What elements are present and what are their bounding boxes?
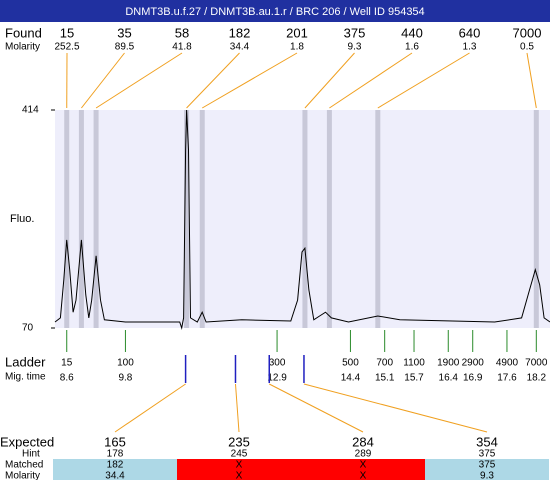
- found-label: Found: [5, 25, 42, 40]
- found-size: 58: [175, 25, 189, 40]
- peak-connector: [81, 52, 125, 109]
- expected-size: 284: [352, 434, 374, 449]
- expected-connector: [234, 383, 240, 433]
- peak-connector: [526, 52, 537, 109]
- found-size: 15: [60, 25, 74, 40]
- matched: X: [360, 460, 367, 471]
- ladder-time: 15.7: [404, 373, 424, 384]
- peak-connector: [304, 52, 355, 109]
- title-bar: [0, 0, 550, 22]
- found-molarity: 1.6: [405, 42, 419, 53]
- peak-band: [93, 110, 99, 328]
- ladder-size: 2900: [462, 358, 485, 369]
- ladder-size: 4900: [496, 358, 519, 369]
- ladder-time: 15.1: [375, 373, 395, 384]
- ladder-size: 7000: [525, 358, 548, 369]
- peak-connector: [95, 52, 183, 109]
- trace: [54, 109, 550, 330]
- ladder-time: 17.6: [497, 373, 517, 384]
- matched: X: [236, 460, 243, 471]
- matched-label: Matched: [5, 460, 43, 471]
- hint: 375: [479, 449, 496, 460]
- y-tick-label: 414: [22, 105, 39, 116]
- expected-size: 354: [476, 434, 498, 449]
- ladder-time: 16.9: [463, 373, 483, 384]
- found-size: 7000: [513, 25, 542, 40]
- hint: 245: [231, 449, 248, 460]
- peak-connector: [377, 52, 470, 109]
- ladder-time: 8.6: [60, 373, 74, 384]
- expected-size: 165: [104, 434, 126, 449]
- expected-connector: [114, 383, 186, 433]
- y-tick-label: 70: [22, 323, 34, 334]
- peak-band: [78, 110, 84, 328]
- expected-label: Expected: [0, 434, 54, 449]
- matched-molarity: 34.4: [105, 471, 125, 480]
- matched: 375: [479, 460, 496, 471]
- ladder-size: 500: [342, 358, 359, 369]
- y-label: Fluo.: [10, 213, 34, 225]
- found-molarity: 0.5: [520, 42, 534, 53]
- ladder-time: 14.4: [341, 373, 361, 384]
- matched: 182: [107, 460, 124, 471]
- molarity-label: Molarity: [5, 42, 40, 53]
- hint: 178: [107, 449, 124, 460]
- title: DNMT3B.u.f.27 / DNMT3B.au.1.r / BRC 206 …: [125, 6, 424, 18]
- matched-molarity: X: [360, 471, 367, 480]
- match-cell: [301, 459, 425, 480]
- found-size: 375: [344, 25, 366, 40]
- mig-time-label: Mig. time: [5, 372, 46, 383]
- peak-band: [533, 110, 539, 328]
- peak-band: [184, 110, 190, 328]
- found-molarity: 1.3: [463, 42, 477, 53]
- found-molarity: 252.5: [54, 42, 79, 53]
- ladder-time: 12.9: [267, 373, 287, 384]
- found-molarity: 9.3: [348, 42, 362, 53]
- match-cell: [425, 459, 549, 480]
- match-cell: [177, 459, 301, 480]
- ladder-label: Ladder: [5, 354, 46, 369]
- ladder-size: 1900: [437, 358, 460, 369]
- expected-connector: [303, 383, 488, 433]
- peak-band: [64, 110, 70, 328]
- expected-connector: [269, 383, 364, 433]
- ladder-size: 15: [61, 358, 73, 369]
- peak-connector: [186, 52, 240, 109]
- peak-connector: [201, 52, 298, 109]
- found-size: 201: [286, 25, 308, 40]
- ladder-size: 100: [117, 358, 134, 369]
- found-molarity: 34.4: [230, 42, 250, 53]
- molarity-label: Molarity: [5, 471, 40, 480]
- matched-molarity: X: [236, 471, 243, 480]
- ladder-size: 700: [376, 358, 393, 369]
- found-molarity: 1.8: [290, 42, 304, 53]
- match-cell: [53, 459, 177, 480]
- peak-band: [302, 110, 308, 328]
- ladder-size: 300: [269, 358, 286, 369]
- expected-size: 235: [228, 434, 250, 449]
- found-size: 640: [459, 25, 481, 40]
- found-size: 182: [229, 25, 251, 40]
- peak-band: [326, 110, 332, 328]
- found-molarity: 41.8: [172, 42, 192, 53]
- ladder-time: 9.8: [118, 373, 132, 384]
- peak-band: [199, 110, 205, 328]
- ladder-time: 16.4: [439, 373, 459, 384]
- found-molarity: 89.5: [115, 42, 135, 53]
- peak-connector: [329, 52, 413, 109]
- ladder-size: 1100: [403, 358, 425, 369]
- peak-band: [375, 110, 381, 328]
- hint: 289: [355, 449, 372, 460]
- hint-label: Hint: [22, 449, 40, 460]
- found-size: 440: [401, 25, 423, 40]
- ladder-time: 18.2: [527, 373, 547, 384]
- matched-molarity: 9.3: [480, 471, 494, 480]
- found-size: 35: [117, 25, 131, 40]
